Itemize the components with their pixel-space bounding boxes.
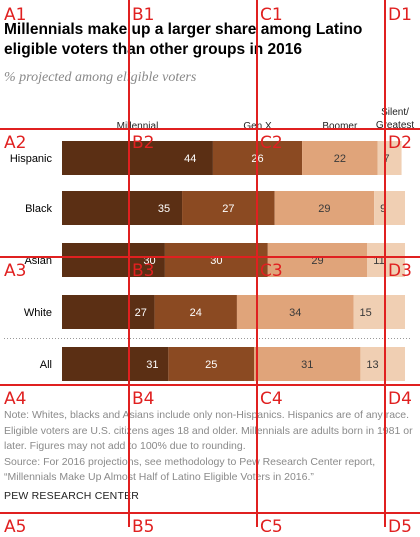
- data-label: 30: [143, 255, 155, 267]
- chart-title: Millennials make up a larger share among…: [4, 21, 363, 58]
- legend-label-3: Silent/: [381, 107, 409, 118]
- data-label: 15: [360, 307, 372, 319]
- data-label: 29: [318, 203, 330, 215]
- chart-note: Note: Whites, blacks and Asians include …: [4, 408, 418, 486]
- bar-segment: [377, 141, 402, 175]
- stacked-bar-chart: Millennial Gen X Boomer Silent/Greatest Hisp…: [4, 107, 415, 381]
- legend-label-0: Millennial: [117, 121, 159, 132]
- category-label: White: [24, 307, 52, 319]
- bar-segment: [182, 191, 275, 225]
- data-label: 27: [222, 203, 234, 215]
- data-label: 34: [289, 307, 301, 319]
- data-label: 29: [311, 255, 323, 267]
- data-label: 7: [384, 153, 390, 165]
- bar-segment: [367, 243, 405, 277]
- chart-subtitle: % projected among eligible voters: [4, 70, 197, 85]
- category-label: Hispanic: [10, 153, 53, 165]
- bar-segment: [154, 295, 237, 329]
- grid-cell-label: B5: [132, 517, 155, 537]
- data-label: 11: [373, 255, 384, 267]
- bar-segment: [62, 347, 169, 381]
- bar-segment: [374, 191, 405, 225]
- data-label: 25: [205, 359, 217, 371]
- data-label: 22: [334, 153, 346, 165]
- data-label: 31: [301, 359, 313, 371]
- data-label: 24: [190, 307, 202, 319]
- note-text: Note: Whites, blacks and Asians include …: [4, 409, 413, 452]
- bar-segment: [274, 191, 375, 225]
- data-label: 13: [366, 359, 378, 371]
- bar-segment: [267, 243, 368, 277]
- data-label: 9: [380, 203, 386, 215]
- data-label: 27: [135, 307, 147, 319]
- category-label: All: [40, 359, 52, 371]
- bar-segment: [360, 347, 405, 381]
- grid-cell-label: C5: [260, 517, 283, 537]
- bar-segment: [254, 347, 361, 381]
- legend-label-3: Greatest: [376, 120, 415, 131]
- source-organization: PEW RESEARCH CENTER: [4, 490, 140, 502]
- source-text: Source: For 2016 projections, see method…: [4, 455, 376, 484]
- bar-segment: [168, 347, 255, 381]
- data-label: 35: [158, 203, 170, 215]
- legend-label-2: Boomer: [322, 121, 358, 132]
- bar-segment: [62, 243, 165, 277]
- data-label: 30: [210, 255, 222, 267]
- bar-segment: [302, 141, 378, 175]
- category-label: Black: [25, 203, 52, 215]
- grid-horizontal-line: [0, 512, 420, 514]
- data-label: 26: [251, 153, 263, 165]
- bar-segment: [164, 243, 268, 277]
- bar-segment: [353, 295, 405, 329]
- bar-segment: [62, 295, 155, 329]
- bar-segment: [62, 141, 213, 175]
- data-label: 44: [184, 153, 196, 165]
- grid-cell-label: A5: [4, 517, 27, 537]
- legend-label-1: Gen X: [243, 121, 272, 132]
- bar-segment: [62, 191, 183, 225]
- category-label: Asian: [24, 255, 52, 267]
- grid-cell-label: D5: [388, 517, 412, 537]
- data-label: 31: [146, 359, 158, 371]
